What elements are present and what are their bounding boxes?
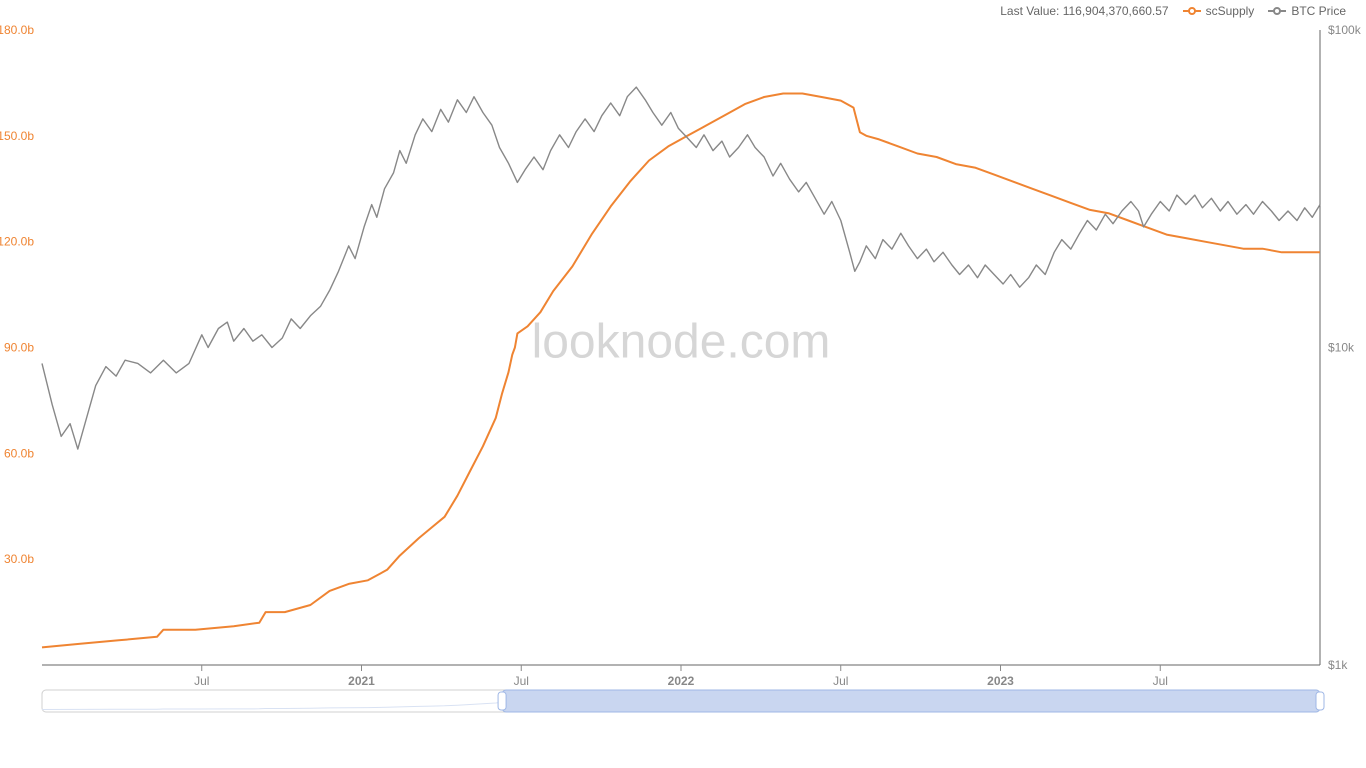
x-axis-tick: Jul (1153, 674, 1168, 688)
right-axis-tick: $100k (1328, 23, 1362, 37)
brush-handle-right[interactable] (1316, 692, 1324, 710)
range-brush-selection[interactable] (502, 690, 1320, 712)
left-axis-tick: 60.0b (4, 446, 34, 460)
left-axis-tick: 30.0b (4, 552, 34, 566)
left-axis-tick: 180.0b (0, 23, 34, 37)
last-value-text: Last Value: 116,904,370,660.57 (1000, 4, 1168, 18)
right-axis-tick: $1k (1328, 658, 1348, 672)
x-axis-tick: 2021 (348, 674, 375, 688)
x-axis-tick: Jul (194, 674, 209, 688)
right-axis-tick: $10k (1328, 341, 1355, 355)
legend-item-scsupply[interactable]: scSupply (1183, 4, 1255, 18)
legend-marker-icon (1183, 6, 1201, 16)
legend-marker-icon (1268, 6, 1286, 16)
left-axis-tick: 150.0b (0, 129, 34, 143)
chart-container: Last Value: 116,904,370,660.57 scSupply … (0, 0, 1366, 768)
x-axis-tick: 2023 (987, 674, 1014, 688)
left-axis-tick: 120.0b (0, 235, 34, 249)
series-btc-price (42, 87, 1320, 449)
watermark-text: looknode.com (532, 316, 831, 369)
series-scsupply (42, 94, 1320, 648)
chart-header: Last Value: 116,904,370,660.57 scSupply … (1000, 4, 1346, 18)
legend-item-btc[interactable]: BTC Price (1268, 4, 1346, 18)
left-axis-tick: 90.0b (4, 341, 34, 355)
legend-label: scSupply (1206, 4, 1255, 18)
chart-svg[interactable]: looknode.com 30.0b 60.0b 90.0b 120.0b 150.0b 1… (0, 0, 1366, 768)
legend-label: BTC Price (1291, 4, 1346, 18)
x-axis-tick: 2022 (668, 674, 695, 688)
x-axis-tick: Jul (833, 674, 848, 688)
brush-handle-left[interactable] (498, 692, 506, 710)
x-axis-tick: Jul (514, 674, 529, 688)
